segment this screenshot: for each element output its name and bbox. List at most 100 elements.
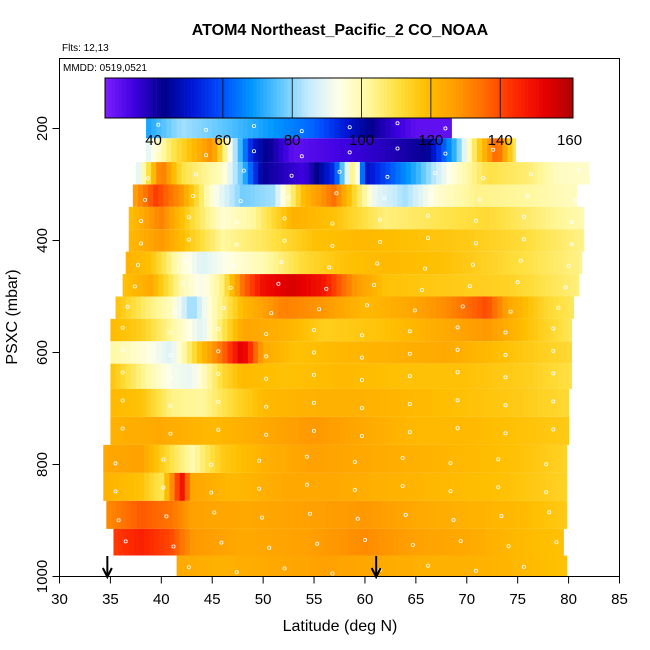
heat-cell — [512, 363, 519, 389]
sample-point — [120, 426, 125, 431]
colorbar-cell — [383, 78, 388, 118]
heat-cell — [532, 162, 539, 185]
heat-cell — [329, 363, 335, 389]
heat-cell — [146, 416, 152, 445]
colorbar-cell — [273, 78, 278, 118]
heat-cell — [485, 444, 491, 473]
heat-cell — [177, 500, 184, 529]
heat-cell — [558, 555, 564, 577]
heat-cell — [316, 184, 322, 207]
heat-cell — [453, 184, 460, 207]
heat-cell — [361, 184, 368, 207]
heat-cell — [258, 388, 264, 417]
heat-cell — [568, 251, 575, 275]
heat-cell — [288, 416, 295, 445]
sample-point — [359, 333, 364, 338]
heat-cell — [283, 388, 289, 417]
heat-cell — [536, 472, 542, 501]
heat-cell — [388, 229, 394, 252]
heat-cell — [474, 472, 481, 501]
colorbar-cell — [235, 78, 240, 118]
heat-cell — [138, 206, 145, 230]
sample-point — [264, 331, 269, 336]
heat-cell — [153, 274, 159, 297]
heat-cell — [183, 184, 190, 207]
heat-cell — [230, 444, 237, 473]
heat-cell — [339, 251, 345, 275]
heat-cell — [524, 274, 531, 297]
heat-cell — [298, 296, 305, 319]
heat-cell — [408, 528, 415, 556]
sample-point — [460, 304, 465, 309]
heat-cell — [451, 341, 457, 364]
heat-cell — [347, 229, 354, 252]
heat-cell — [283, 555, 289, 577]
heat-cell — [522, 318, 529, 342]
heat-cell — [428, 274, 434, 297]
heat-cell — [319, 416, 325, 445]
heat-cell — [352, 206, 359, 230]
sample-point — [142, 197, 147, 202]
colorbar-cell — [218, 78, 223, 118]
colorbar-cell — [249, 78, 254, 118]
colorbar-cell — [404, 78, 409, 118]
heat-cell — [446, 341, 452, 364]
heat-cell — [461, 388, 468, 417]
heat-cell — [200, 528, 206, 556]
heat-cell — [449, 528, 455, 556]
heat-cell — [452, 500, 459, 529]
x-tick-label: 60 — [357, 591, 374, 608]
colorbar-cell — [349, 78, 354, 118]
heat-cell — [364, 416, 371, 445]
heat-cell — [293, 251, 300, 275]
heat-cell — [372, 274, 378, 297]
heat-cell — [181, 416, 188, 445]
heat-cell — [212, 251, 218, 275]
heat-cell — [427, 500, 433, 529]
heat-cell — [436, 296, 442, 319]
heat-cell — [502, 363, 508, 389]
heat-cell — [239, 274, 246, 297]
heat-cell — [449, 229, 455, 252]
heat-cell — [344, 555, 351, 577]
heat-cell — [314, 114, 320, 139]
heat-cell — [278, 363, 284, 389]
heat-cell — [527, 555, 534, 577]
sample-point — [525, 193, 530, 198]
heat-cell — [227, 363, 233, 389]
heat-cell — [156, 162, 162, 185]
heat-cell — [368, 472, 374, 501]
heat-cell — [413, 528, 420, 556]
heat-cell — [281, 206, 287, 230]
heat-cell — [395, 363, 401, 389]
heat-cell — [128, 206, 135, 230]
heat-cell — [359, 251, 366, 275]
heat-cell — [556, 206, 562, 230]
heat-cell — [339, 341, 345, 364]
heat-cell — [464, 472, 471, 501]
heat-cell — [243, 500, 250, 529]
heat-cell — [515, 444, 522, 473]
heat-cell — [517, 363, 524, 389]
heat-cell — [161, 388, 167, 417]
heat-cell — [220, 444, 226, 473]
heat-cell — [278, 138, 284, 163]
heat-cell — [469, 444, 476, 473]
colorbar-cell — [215, 78, 219, 118]
band-940 — [113, 528, 564, 556]
heat-cell — [502, 162, 508, 185]
heat-cell — [123, 528, 130, 556]
heat-cell — [466, 162, 473, 185]
colorbar-cell — [153, 78, 157, 118]
heat-cell — [222, 363, 228, 389]
heat-cell — [558, 251, 564, 275]
heat-cell — [181, 138, 188, 163]
heat-cell — [245, 472, 252, 501]
colorbar-cell — [569, 78, 574, 118]
sample-point — [477, 197, 482, 202]
heat-cell — [560, 184, 566, 207]
heat-cell — [247, 114, 254, 139]
band-240 — [146, 138, 517, 163]
sample-point — [551, 399, 556, 404]
heat-cell — [242, 318, 249, 342]
